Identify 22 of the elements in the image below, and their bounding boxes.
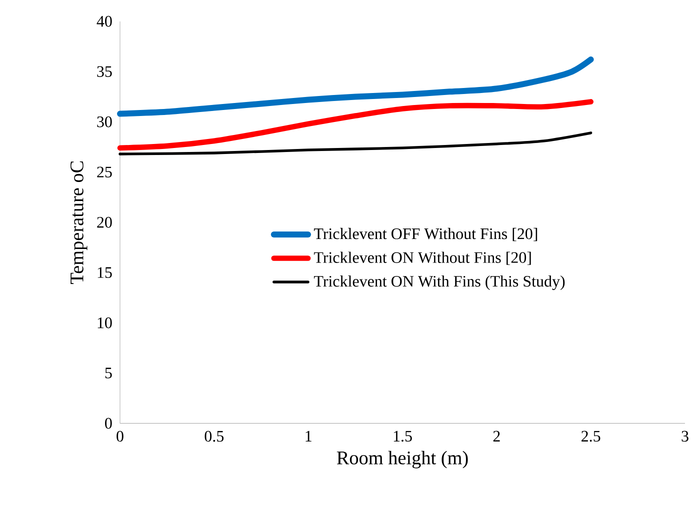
x-tick-label: 2 [493, 430, 500, 442]
x-tick-label: 0 [116, 430, 124, 442]
x-tick-label: 1.5 [394, 430, 412, 442]
legend-label: Tricklevent ON Without Fins [20] [314, 252, 531, 265]
y-tick-label: 20 [97, 216, 112, 228]
x-tick-label: 1 [306, 430, 312, 442]
y-tick-label: 15 [98, 267, 112, 278]
y-tick-label: 35 [97, 66, 112, 77]
legend-label: Tricklevent OFF Without Fins [20] [314, 228, 538, 242]
y-tick-label: 0 [105, 418, 112, 429]
line-series [118, 132, 592, 156]
x-tick-label: 3 [682, 430, 688, 442]
y-tick-label: 25 [97, 166, 112, 178]
y-tick-label: 5 [105, 368, 112, 378]
y-tick-label: 30 [97, 116, 112, 128]
legend-label: Tricklevent ON With Fins (This Study) [314, 275, 565, 290]
y-tick-label: 10 [98, 317, 112, 328]
x-tick-label: 2.5 [582, 430, 600, 442]
x-tick-label: 0.5 [204, 430, 224, 442]
y-axis-title: Temperature oC [70, 161, 88, 284]
y-tick-label: 40 [96, 16, 112, 27]
x-axis-title: Room height (m) [336, 450, 468, 468]
